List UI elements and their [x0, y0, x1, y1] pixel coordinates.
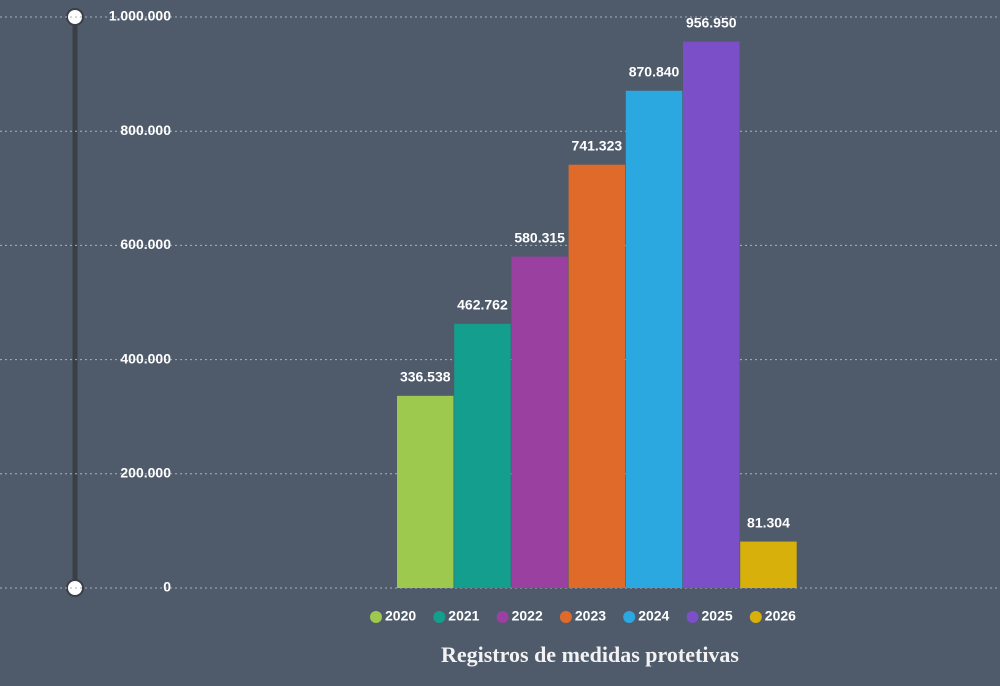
value-label: 81.304 [747, 514, 790, 530]
bar [511, 256, 568, 588]
value-label: 870.840 [629, 63, 680, 79]
value-label: 741.323 [572, 137, 623, 153]
legend-label: 2022 [512, 608, 543, 624]
bar [625, 90, 683, 588]
legend-marker [433, 611, 446, 623]
bar [454, 323, 511, 588]
legend-label: 2024 [638, 608, 669, 624]
y-tick-label: 1.000.000 [109, 8, 171, 24]
bar [568, 164, 626, 588]
y-tick-label: 800.000 [120, 122, 171, 138]
value-label: 336.538 [400, 369, 451, 385]
legend-marker [559, 611, 572, 623]
bar [740, 541, 797, 588]
legend-marker [370, 611, 382, 623]
legend-label: 2021 [448, 608, 479, 624]
bar [397, 395, 454, 588]
y-tick-label: 0 [163, 579, 171, 595]
y-tick-label: 600.000 [120, 236, 171, 252]
bar [683, 41, 740, 589]
legend-marker [623, 611, 636, 623]
legend-marker [496, 611, 509, 623]
legend-label: 2025 [702, 608, 733, 624]
chart-title: Registros de medidas protetivas [441, 642, 739, 667]
value-label: 580.315 [514, 229, 565, 245]
legend-marker [749, 611, 762, 623]
value-label: 956.950 [686, 14, 737, 30]
y-tick-label: 400.000 [120, 350, 171, 366]
legend-label: 2020 [385, 608, 416, 624]
value-label: 462.762 [457, 296, 508, 312]
legend-label: 2023 [575, 608, 606, 624]
y-tick-label: 200.000 [120, 465, 171, 481]
legend-label: 2026 [765, 608, 796, 624]
legend-marker [686, 611, 699, 623]
